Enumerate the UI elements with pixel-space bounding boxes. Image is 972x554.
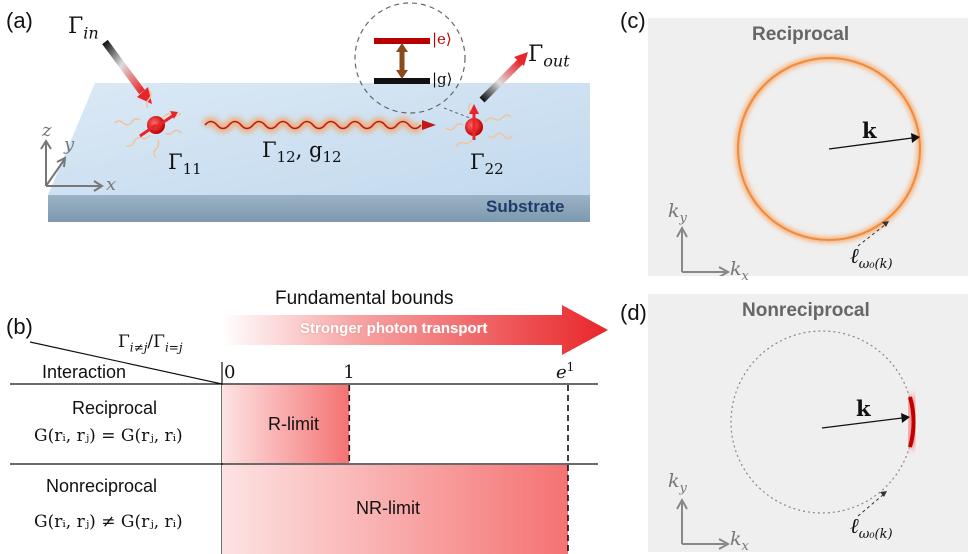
reciprocal-ring — [737, 57, 921, 241]
panel-c-label: (c) — [620, 8, 646, 33]
k-vector — [828, 137, 913, 150]
panel-d-ky: ky — [668, 470, 687, 496]
guided-wave — [201, 117, 436, 133]
axis-x-label: x — [106, 174, 117, 195]
two-level-inset — [354, 2, 471, 119]
tick-1: 1 — [343, 362, 355, 383]
axis-z-label: z — [42, 120, 52, 141]
substrate-label: Substrate — [486, 197, 565, 216]
k-axes-d — [676, 497, 731, 550]
panel-d-label: (d) — [620, 300, 647, 325]
gamma-11-label: Γ11 — [168, 150, 202, 179]
nr-limit-bar — [222, 465, 568, 554]
output-arrow — [479, 52, 528, 103]
row-nonreciprocal-name: Nonreciprocal — [46, 476, 158, 496]
panel-d-kx: kx — [730, 528, 749, 554]
gamma-22-label: Γ22 — [470, 150, 504, 179]
panel-d-title: Nonreciprocal — [742, 300, 870, 321]
atom-2 — [465, 104, 483, 140]
excited-state-label: |e⟩ — [432, 30, 452, 48]
r-limit-label: R-limit — [268, 414, 319, 434]
substrate-side-face — [48, 195, 590, 222]
substrate-top-face — [48, 83, 590, 195]
panel-c-k-label: k — [862, 118, 877, 143]
panel-a-label: (a) — [6, 8, 33, 33]
atom2-emission-rays — [445, 102, 513, 148]
panel-a-scene — [40, 2, 590, 222]
panel-c-title: Reciprocal — [752, 24, 850, 45]
xyz-axes — [40, 139, 104, 192]
k-vector-d — [821, 417, 903, 429]
arrow-text: Stronger photon transport — [300, 320, 488, 337]
nonreciprocal-arc — [908, 396, 916, 448]
panel-c-kx: kx — [730, 258, 749, 284]
transport-arrow — [222, 305, 608, 355]
atom1-emission-rays — [114, 89, 182, 159]
panel-b-label: (b) — [6, 314, 33, 339]
gamma-out-label: Γout — [528, 42, 570, 71]
ell-pointer-d — [857, 493, 885, 517]
atom-1 — [139, 111, 178, 138]
interaction-header: Interaction — [42, 362, 127, 382]
row-reciprocal-eq: G(rᵢ, rⱼ) = G(rⱼ, rᵢ) — [34, 426, 183, 446]
gamma-12-g12-label: Γ12, g12 — [262, 138, 342, 167]
row-nonreciprocal-eq: G(rᵢ, rⱼ) ≠ G(rⱼ, rᵢ) — [34, 512, 183, 532]
panel-c-ell: ℓω₀(k) — [850, 244, 893, 273]
nonreciprocal-ring — [730, 330, 914, 514]
ratio-label: Γi≠j/Γi=j — [118, 332, 183, 355]
panel-d-k-label: k — [856, 396, 871, 421]
panel-c-graphics — [676, 55, 923, 276]
axis-y-label: y — [64, 134, 75, 155]
ground-state-label: |g⟩ — [432, 70, 453, 88]
row-reciprocal-name: Reciprocal — [72, 398, 158, 418]
fundamental-bounds-heading: Fundamental bounds — [275, 288, 454, 309]
tick-0: 0 — [224, 362, 236, 383]
panel-d-ell: ℓω₀(k) — [850, 514, 893, 543]
k-axes — [676, 225, 731, 276]
tick-e: e1 — [556, 360, 575, 383]
panel-c-ky: ky — [668, 200, 687, 226]
r-limit-bar — [222, 385, 350, 463]
gamma-in-label: Γin — [68, 14, 99, 43]
panel-b-graphics — [10, 305, 608, 554]
nr-limit-label: NR-limit — [356, 498, 420, 518]
panel-d-graphics — [676, 330, 919, 550]
